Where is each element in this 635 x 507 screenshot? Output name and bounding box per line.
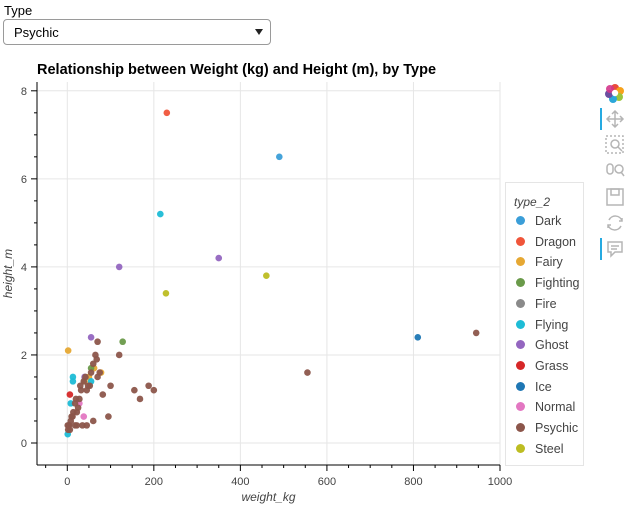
x-tick-label: 0: [64, 476, 70, 488]
y-tick-label: 0: [21, 438, 27, 450]
x-tick-label: 200: [145, 476, 163, 488]
chart-title: Relationship between Weight (kg) and Hei…: [37, 62, 437, 78]
data-point: [66, 391, 74, 398]
save-icon[interactable]: [600, 184, 630, 208]
data-point: [87, 369, 95, 376]
y-tick-label: 4: [21, 262, 27, 274]
type-filter-label: Type: [4, 3, 33, 18]
data-point: [163, 109, 171, 117]
box-zoom-icon[interactable]: [600, 132, 630, 156]
legend-label: Normal: [535, 400, 576, 415]
legend-swatch: [516, 443, 525, 453]
legend-label: Steel: [535, 441, 564, 456]
legend-label: Grass: [535, 358, 569, 373]
type-select-value: Psychic: [14, 25, 59, 40]
legend-swatch: [516, 298, 525, 308]
data-point: [89, 360, 97, 368]
data-point: [94, 373, 101, 381]
legend-label: Ghost: [535, 338, 569, 353]
data-point: [92, 351, 99, 359]
chevron-down-icon: [255, 29, 263, 35]
legend-swatch: [516, 257, 525, 267]
data-point: [414, 334, 422, 341]
legend-swatch: [516, 340, 525, 350]
legend-swatch: [516, 381, 525, 391]
data-point: [472, 329, 480, 337]
x-tick-label: 600: [318, 476, 336, 488]
data-point: [64, 347, 72, 354]
data-point: [263, 272, 270, 280]
data-point: [107, 382, 114, 390]
data-point: [304, 369, 311, 376]
data-point: [83, 386, 91, 394]
legend-swatch: [516, 278, 525, 288]
data-point: [64, 422, 72, 429]
data-point: [71, 400, 79, 407]
data-point: [131, 386, 138, 394]
bokeh-logo-icon[interactable]: [600, 80, 630, 104]
legend-label: Dark: [535, 214, 562, 228]
hover-icon[interactable]: [600, 236, 630, 260]
data-point: [69, 373, 77, 381]
data-point: [94, 338, 101, 346]
legend-label: Fire: [535, 296, 557, 311]
data-point: [87, 334, 95, 341]
data-point: [150, 386, 158, 394]
x-tick-label: 400: [231, 476, 249, 488]
data-point: [76, 382, 84, 390]
data-point: [276, 153, 283, 161]
type-select[interactable]: Psychic: [3, 19, 271, 45]
legend-label: Fairy: [535, 255, 563, 270]
legend-label: Dragon: [535, 234, 576, 249]
data-point: [119, 338, 126, 346]
data-point: [83, 422, 91, 429]
legend-swatch: [516, 236, 525, 246]
legend-swatch: [516, 402, 525, 412]
legend-swatch: [516, 216, 525, 225]
y-tick-label: 6: [21, 174, 27, 186]
legend-swatch: [516, 360, 525, 370]
data-point: [115, 263, 123, 271]
legend-title: type_2: [514, 195, 551, 209]
legend-label: Psychic: [535, 421, 579, 435]
legend-label: Ice: [535, 379, 552, 394]
x-tick-label: 1000: [488, 476, 512, 488]
x-axis-label: weight_kg: [241, 490, 295, 504]
data-point: [80, 413, 88, 420]
x-tick-label: 800: [404, 476, 422, 488]
y-tick-label: 8: [21, 86, 27, 98]
plot-toolbar: [600, 80, 630, 280]
pan-icon[interactable]: [600, 106, 630, 130]
data-point: [215, 254, 223, 262]
legend-label: Flying: [535, 317, 569, 332]
y-axis-label: height_m: [1, 249, 15, 298]
data-point: [162, 290, 170, 297]
data-point: [145, 382, 152, 390]
data-point: [89, 417, 97, 425]
data-point: [136, 395, 144, 403]
y-tick-label: 2: [21, 350, 27, 362]
legend-label: Fighting: [535, 276, 580, 291]
data-point: [99, 391, 107, 398]
legend-swatch: [516, 423, 525, 432]
data-point: [157, 210, 164, 218]
legend: type_2 Dark Dragon Fairy Fighting Fire Flying…: [505, 182, 584, 466]
data-point: [73, 422, 81, 429]
legend-swatch: [516, 319, 525, 329]
data-point: [115, 351, 123, 359]
data-point: [105, 413, 112, 420]
wheel-zoom-icon[interactable]: [600, 158, 630, 182]
reset-icon[interactable]: [600, 210, 630, 234]
